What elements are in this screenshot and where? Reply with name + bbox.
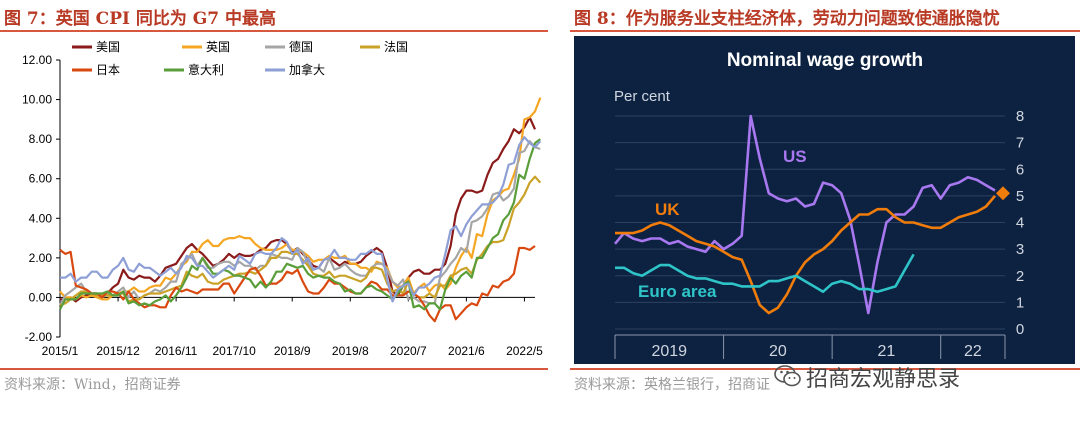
y-tick-label: 12.00 — [22, 53, 52, 67]
series-line-0 — [614, 114, 996, 315]
x-tick-label: 2015/12 — [96, 344, 140, 358]
legend-label: 日本 — [96, 63, 120, 77]
figure-7-title: 图 7：英国 CPI 同比为 G7 中最高 — [4, 9, 277, 29]
x-tick-label: 2018/9 — [274, 344, 311, 358]
x-tick-label: 2022/5 — [506, 344, 543, 358]
cpi-line-chart: -2.00 0.00 2.00 4.00 6.00 8.00 10.00 12.00 2015/… — [22, 39, 543, 358]
x-tick-label: 2015/1 — [42, 344, 79, 358]
y-tick-label: 10.00 — [22, 93, 52, 107]
legend-label: 美国 — [96, 40, 120, 54]
x-tick-label: 2017/10 — [212, 344, 256, 358]
x-tick-label: 20 — [769, 343, 787, 360]
figure-8-source: 资料来源：英格兰银行，招商证 — [574, 377, 770, 393]
x-tick-label: 22 — [964, 343, 982, 360]
title-rule — [570, 30, 1080, 32]
y-tick-label: 4.00 — [29, 211, 53, 225]
y-tick-label: 3 — [1016, 241, 1024, 258]
x-tick-label: 2019/8 — [332, 344, 369, 358]
y-tick-label: 1 — [1016, 294, 1024, 311]
y-tick-label: 5 — [1016, 188, 1024, 205]
series-label: UK — [655, 200, 680, 219]
wechat-icon — [774, 365, 801, 387]
y-tick-label: 0.00 — [29, 290, 53, 304]
legend-label: 德国 — [289, 39, 313, 54]
series-line-1 — [615, 195, 996, 315]
source-rule — [0, 368, 548, 370]
source-rule — [570, 368, 1080, 370]
x-tick-label: 2016/11 — [155, 344, 198, 358]
y-tick-label: 6.00 — [29, 172, 53, 186]
x-tick-label: 2021/6 — [448, 344, 485, 358]
x-tick-label: 2019 — [651, 343, 687, 360]
legend-label: 意大利 — [188, 62, 224, 77]
series-line-6 — [60, 136, 542, 303]
series-line-4 — [59, 245, 536, 323]
y-tick-label: 2 — [1016, 268, 1024, 285]
legend-label: 法国 — [384, 40, 408, 54]
watermark-text: 招商宏观静思录 — [806, 367, 961, 392]
wage-growth-chart: Nominal wage growth Per cent 0 1 2 3 4 5 6 7 8 2019… — [574, 36, 1075, 364]
figure-8-title: 图 8：作为服务业支柱经济体，劳动力问题致使通胀隐忧 — [574, 9, 1000, 29]
y-tick-label: 8.00 — [29, 132, 53, 146]
series-label: Euro area — [638, 282, 717, 301]
series-line-2 — [615, 253, 915, 294]
x-tick-label: 2020/7 — [390, 344, 427, 358]
y-tick-label: 2.00 — [29, 251, 53, 265]
title-rule — [0, 30, 548, 32]
series-label: US — [783, 147, 807, 166]
y-tick-label: -2.00 — [25, 330, 53, 344]
y-tick-label: 4 — [1016, 215, 1024, 232]
y-tick-label: 7 — [1016, 135, 1024, 152]
legend-label: 加拿大 — [289, 62, 325, 77]
chart-title: Nominal wage growth — [727, 50, 923, 71]
y-tick-label: 0 — [1016, 321, 1024, 338]
y-axis-label: Per cent — [614, 88, 671, 105]
right-figure-panel: 图 8：作为服务业支柱经济体，劳动力问题致使通胀隐忧 Nominal wage … — [570, 0, 1080, 423]
figure-7-source: 资料来源：Wind，招商证券 — [4, 377, 181, 393]
series-line-5 — [59, 138, 541, 311]
y-tick-label: 8 — [1016, 108, 1024, 125]
projection-marker — [996, 186, 1010, 201]
left-figure-panel: 图 7：英国 CPI 同比为 G7 中最高 -2.00 0.00 2.00 4.00 6… — [0, 9, 548, 393]
x-tick-label: 21 — [878, 343, 896, 360]
legend-label: 英国 — [206, 40, 230, 54]
y-tick-label: 6 — [1016, 161, 1024, 178]
chart-background — [574, 36, 1075, 364]
